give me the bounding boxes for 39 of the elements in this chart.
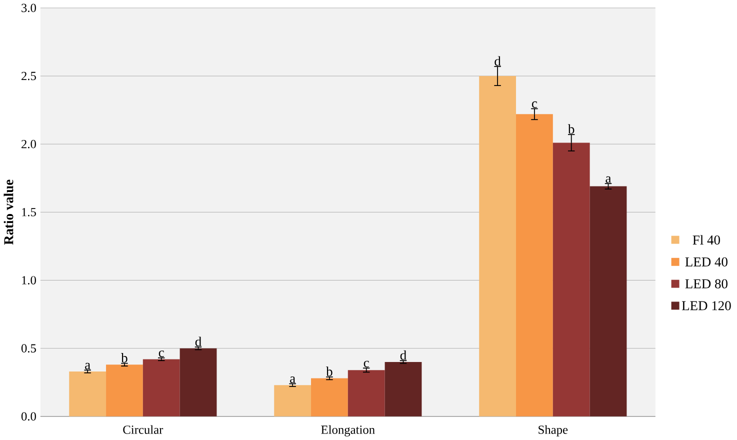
y-tick-label: 1.0 xyxy=(22,276,36,284)
y-axis-title: Ratio value xyxy=(4,180,14,245)
bar xyxy=(106,364,143,416)
bar xyxy=(142,359,180,416)
bar xyxy=(384,362,422,416)
y-tick-label: 2.0 xyxy=(22,140,36,148)
x-tick-label: Circular xyxy=(123,425,164,434)
x-tick-label: Elongation xyxy=(321,425,375,436)
annotation: a xyxy=(85,362,90,370)
annotation: c xyxy=(158,350,164,357)
annotation: b xyxy=(326,366,332,376)
bar xyxy=(274,385,312,416)
annotation: b xyxy=(568,124,574,134)
legend-label: Fl 40 xyxy=(692,234,720,244)
bar xyxy=(69,371,106,416)
bar xyxy=(552,142,590,416)
annotation: a xyxy=(290,376,296,383)
legend-label: LED 40 xyxy=(685,257,728,266)
annotation: d xyxy=(400,350,406,360)
bar xyxy=(479,76,516,416)
bar xyxy=(180,348,217,416)
annotation: d xyxy=(494,56,501,66)
legend-label: LED 80 xyxy=(685,279,728,288)
annotation: d xyxy=(195,336,202,346)
bar xyxy=(590,186,627,416)
bar xyxy=(516,114,553,416)
annotation: c xyxy=(532,101,538,108)
y-tick-label: 2.5 xyxy=(22,72,36,80)
legend-label: LED 120 xyxy=(682,301,731,310)
annotation: b xyxy=(121,352,128,362)
y-tick-label: 3.0 xyxy=(22,4,36,12)
y-tick-label: 0.0 xyxy=(21,412,36,421)
bar xyxy=(311,378,348,416)
bar xyxy=(348,370,385,416)
annotation: a xyxy=(606,176,612,183)
y-tick-label: 1.5 xyxy=(22,208,36,216)
x-tick-label: Shape xyxy=(538,425,568,436)
y-tick-label: 0.5 xyxy=(21,344,36,352)
annotation: c xyxy=(364,360,369,368)
